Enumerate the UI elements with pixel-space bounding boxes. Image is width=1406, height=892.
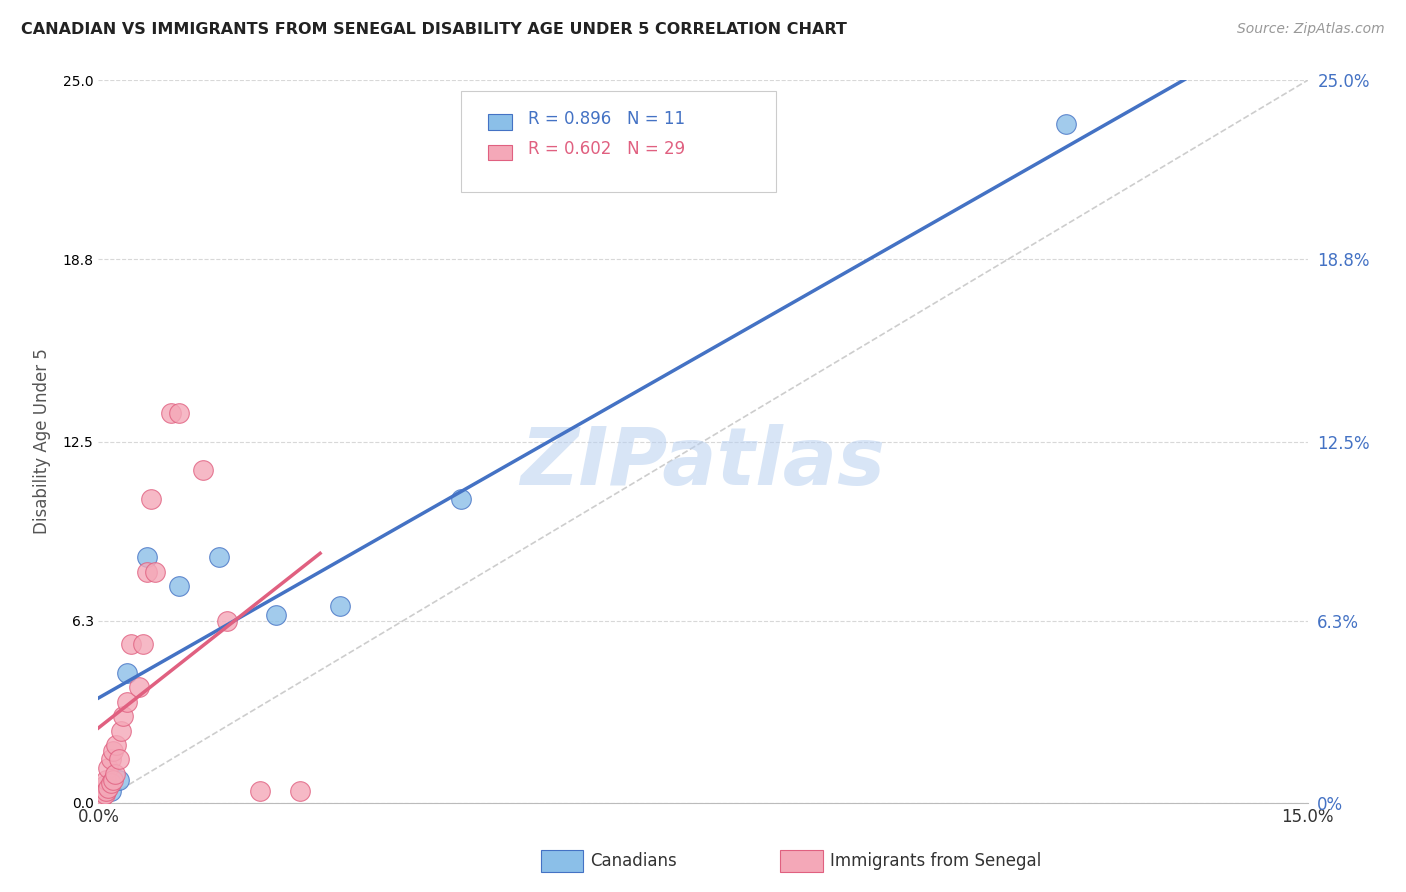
Text: CANADIAN VS IMMIGRANTS FROM SENEGAL DISABILITY AGE UNDER 5 CORRELATION CHART: CANADIAN VS IMMIGRANTS FROM SENEGAL DISA… [21,22,846,37]
Point [288,784,311,798]
Point [1054,117,1077,131]
Point [143,565,166,579]
Point [1232,59,1254,73]
FancyBboxPatch shape [461,91,776,193]
Point [100,784,122,798]
Point [103,767,125,781]
Point [101,772,124,787]
FancyBboxPatch shape [488,114,512,130]
Point [101,744,124,758]
Point [110,723,132,738]
Text: Immigrants from Senegal: Immigrants from Senegal [830,852,1040,870]
FancyBboxPatch shape [488,145,512,161]
Point [96,784,118,798]
Point [193,463,215,477]
Text: ZIPatlas: ZIPatlas [520,425,886,502]
Point [128,680,150,694]
Point [100,775,122,789]
Point [97,761,120,775]
Point [135,565,157,579]
Point [450,492,472,507]
Point [135,550,157,565]
Point [329,599,352,614]
Point [105,738,128,752]
Point [139,492,162,507]
Point [167,406,190,420]
Point [160,406,183,420]
Point [91,790,114,805]
Point [167,579,190,593]
Point [100,752,122,766]
Point [96,772,118,787]
Point [264,607,287,622]
Text: Source: ZipAtlas.com: Source: ZipAtlas.com [1237,22,1385,37]
Text: R = 0.602   N = 29: R = 0.602 N = 29 [527,140,685,158]
Y-axis label: Disability Age Under 5: Disability Age Under 5 [34,349,52,534]
Point [208,550,231,565]
Point [115,665,138,680]
Text: Canadians: Canadians [591,852,678,870]
Point [94,779,117,793]
Point [217,614,239,628]
Text: R = 0.896   N = 11: R = 0.896 N = 11 [527,110,685,128]
Point [115,695,138,709]
Point [132,637,155,651]
Point [107,752,129,766]
Point [120,637,142,651]
Point [94,787,117,801]
Point [111,709,134,723]
Point [249,784,271,798]
Point [97,781,120,796]
Point [107,772,129,787]
